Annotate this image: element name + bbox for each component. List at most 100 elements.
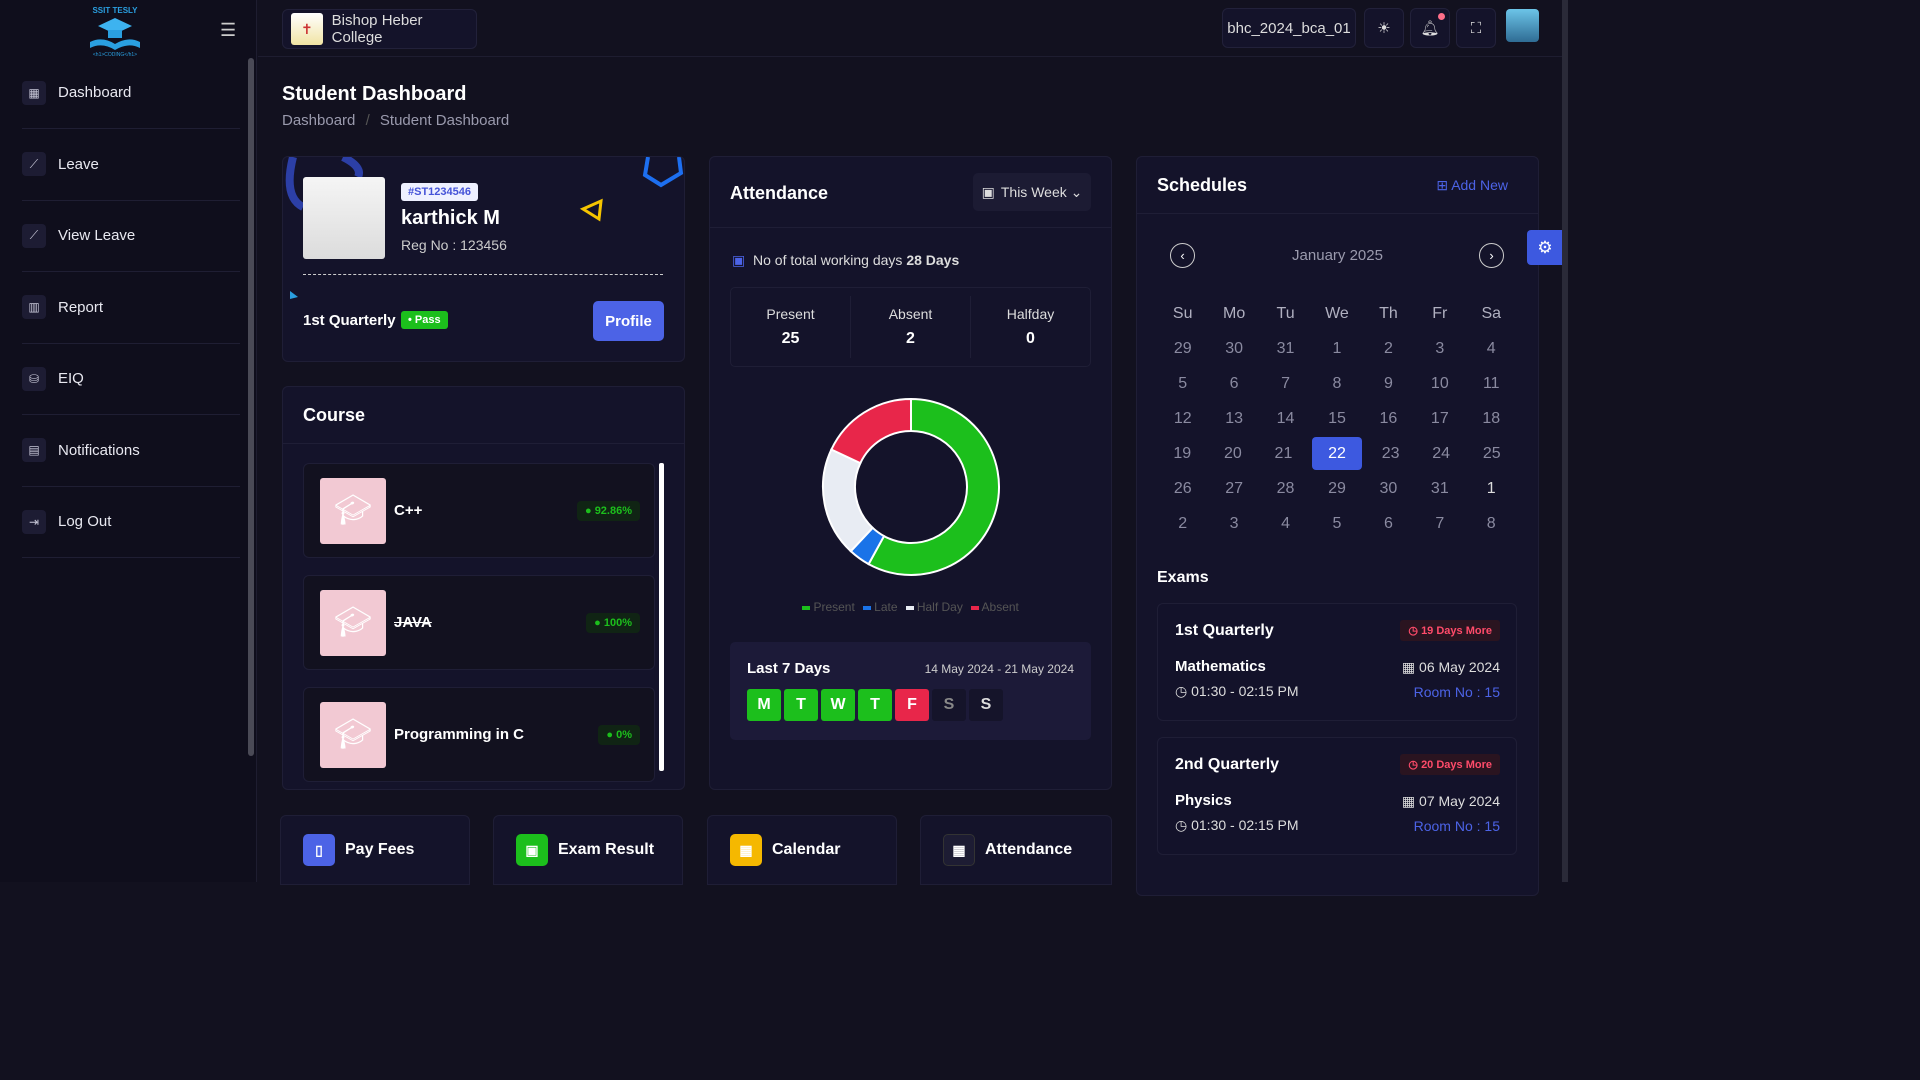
sidebar-item-label: Dashboard (58, 84, 132, 101)
database-icon: ⛁ (22, 366, 46, 391)
quick-link-exam-result[interactable]: ▣ Exam Result (493, 815, 683, 885)
calendar-day[interactable]: 5 (1178, 374, 1188, 392)
attendance-donut-chart (822, 397, 1000, 576)
calendar-day[interactable]: 23 (1381, 444, 1400, 462)
quick-link-attendance[interactable]: ▦ Attendance (920, 815, 1112, 885)
calendar-day[interactable]: 27 (1225, 479, 1244, 497)
legend-item[interactable]: Present (802, 600, 855, 614)
legend-item[interactable]: Half Day (905, 600, 963, 614)
calendar-day[interactable]: 9 (1383, 374, 1393, 392)
course-item[interactable]: 🎓︎ Programming in C ● 0% (303, 687, 655, 782)
sidebar-scrollbar[interactable] (248, 58, 254, 756)
calendar-day[interactable]: 3 (1229, 514, 1239, 532)
settings-gear-icon[interactable]: ⚙ (1527, 230, 1563, 265)
calendar-day[interactable]: 7 (1435, 514, 1445, 532)
exam-item[interactable]: 2nd Quarterly ◷ 20 Days More Physics ▦ 0… (1157, 737, 1517, 855)
calendar-day[interactable]: 7 (1281, 374, 1290, 392)
student-card: #ST1234546 karthick M Reg No : 123456 1s… (282, 156, 685, 362)
stat-absent: Absent 2 (851, 296, 971, 358)
calendar-day[interactable]: 19 (1173, 444, 1192, 462)
calendar-day[interactable]: 5 (1332, 514, 1342, 532)
calendar-day[interactable]: 4 (1281, 514, 1290, 532)
profile-button[interactable]: Profile (593, 301, 664, 341)
donut-slice-half-day[interactable] (822, 448, 875, 553)
calendar-day[interactable]: 11 (1482, 374, 1500, 392)
calendar-day[interactable]: 15 (1328, 409, 1346, 427)
next-month-button[interactable]: › (1479, 243, 1504, 268)
calendar-day[interactable]: 13 (1225, 409, 1244, 427)
calendar-day[interactable]: 31 (1430, 479, 1449, 497)
calendar-icon: ▣ (732, 252, 746, 268)
calendar-day[interactable]: 14 (1276, 409, 1295, 427)
course-item[interactable]: 🎓︎ C++ ● 92.86% (303, 463, 655, 558)
calendar-day[interactable]: 6 (1383, 514, 1393, 532)
sidebar-item-notifications[interactable]: ▤ Notifications (22, 415, 240, 487)
week-filter-dropdown[interactable]: ▣ This Week ⌄ (973, 173, 1091, 211)
exam-name: 2nd Quarterly (1175, 756, 1280, 773)
sidebar-item-dashboard[interactable]: ▦ Dashboard (22, 57, 240, 129)
sidebar-item-label: Notifications (58, 441, 140, 459)
calendar-day[interactable]: 2 (1383, 339, 1393, 357)
calendar-day[interactable]: 25 (1482, 444, 1501, 462)
college-selector[interactable]: ✝ Bishop Heber College (282, 9, 477, 49)
calendar-day[interactable]: 6 (1229, 374, 1239, 392)
course-item[interactable]: 🎓︎ JAVA ● 100% (303, 575, 655, 670)
menu-toggle-icon[interactable]: ☰ (220, 20, 237, 40)
sidebar-item-view-leave[interactable]: ⟋ View Leave (22, 200, 240, 272)
calendar-day[interactable]: 17 (1430, 409, 1449, 427)
working-days-text: ▣ No of total working days 28 Days (732, 252, 960, 268)
calendar-day[interactable]: 30 (1379, 479, 1398, 497)
sidebar-item-log-out[interactable]: ⇥ Log Out (22, 486, 240, 558)
calendar-day[interactable]: 30 (1225, 339, 1244, 357)
sidebar-item-report[interactable]: ▥ Report (22, 272, 240, 344)
calendar-day[interactable]: 26 (1173, 479, 1192, 497)
calendar-day[interactable]: 1 (1332, 339, 1342, 357)
calendar-day[interactable]: 10 (1430, 374, 1449, 392)
course-scrollbar[interactable] (659, 463, 664, 771)
calendar-day[interactable]: 29 (1173, 339, 1192, 357)
calendar-day[interactable]: 31 (1276, 339, 1295, 357)
donut-slice-present[interactable] (867, 397, 1000, 576)
fullscreen-icon[interactable]: ⛶ (1456, 8, 1496, 48)
user-avatar[interactable] (1506, 9, 1539, 42)
day-indicator: M (747, 689, 781, 721)
prev-month-button[interactable]: ‹ (1170, 243, 1195, 268)
calendar-day[interactable]: 3 (1435, 339, 1445, 357)
page-scrollbar[interactable] (1562, 0, 1568, 882)
calendar-day[interactable]: 1 (1486, 479, 1496, 497)
legend-item[interactable]: Absent (970, 600, 1019, 614)
add-new-button[interactable]: ⊞ Add New (1436, 177, 1508, 193)
donut-slice-absent[interactable] (830, 397, 912, 465)
exam-item[interactable]: 1st Quarterly ◷ 19 Days More Mathematics… (1157, 603, 1517, 721)
calendar-day[interactable]: 16 (1379, 409, 1398, 427)
theme-toggle-icon[interactable]: ☀ (1364, 8, 1404, 48)
logout-icon: ⇥ (22, 509, 46, 534)
calendar-day[interactable]: 28 (1276, 479, 1295, 497)
weekday-header: Th (1379, 304, 1398, 322)
calendar-day[interactable]: 20 (1223, 444, 1242, 462)
quick-link-pay-fees[interactable]: ▯ Pay Fees (280, 815, 470, 885)
calendar-day[interactable]: 21 (1274, 444, 1293, 462)
legend-item[interactable]: Late (862, 600, 898, 614)
course-graduate-icon: 🎓︎ (320, 477, 386, 544)
sidebar-item-eiq[interactable]: ⛁ EIQ (22, 343, 240, 415)
weekday-header: Su (1172, 304, 1193, 322)
calendar-day[interactable]: 29 (1328, 479, 1346, 497)
username-box[interactable]: bhc_2024_bca_01 (1222, 8, 1356, 48)
notification-bell-icon[interactable]: 🔔︎ (1410, 8, 1450, 48)
calendar-day[interactable]: 24 (1432, 444, 1451, 462)
calendar-day[interactable]: 2 (1178, 514, 1188, 532)
calendar-day[interactable]: 18 (1482, 409, 1501, 427)
sidebar-item-label: View Leave (58, 227, 136, 244)
exam-time: ◷ 01:30 - 02:15 PM (1175, 817, 1299, 833)
calendar-day[interactable]: 8 (1486, 514, 1496, 532)
calendar-day[interactable]: 4 (1486, 339, 1496, 357)
breadcrumb-current: Student Dashboard (379, 112, 510, 129)
calendar-day[interactable]: 12 (1173, 409, 1192, 427)
quick-link-calendar[interactable]: ▦ Calendar (707, 815, 897, 885)
sidebar-item-leave[interactable]: ⟋ Leave (22, 129, 240, 201)
calendar-day[interactable]: 22 (1311, 437, 1363, 470)
chart-legend: Present Late Half Day Absent (710, 600, 1111, 614)
calendar-day[interactable]: 8 (1332, 374, 1342, 392)
breadcrumb-dashboard[interactable]: Dashboard (282, 112, 356, 129)
